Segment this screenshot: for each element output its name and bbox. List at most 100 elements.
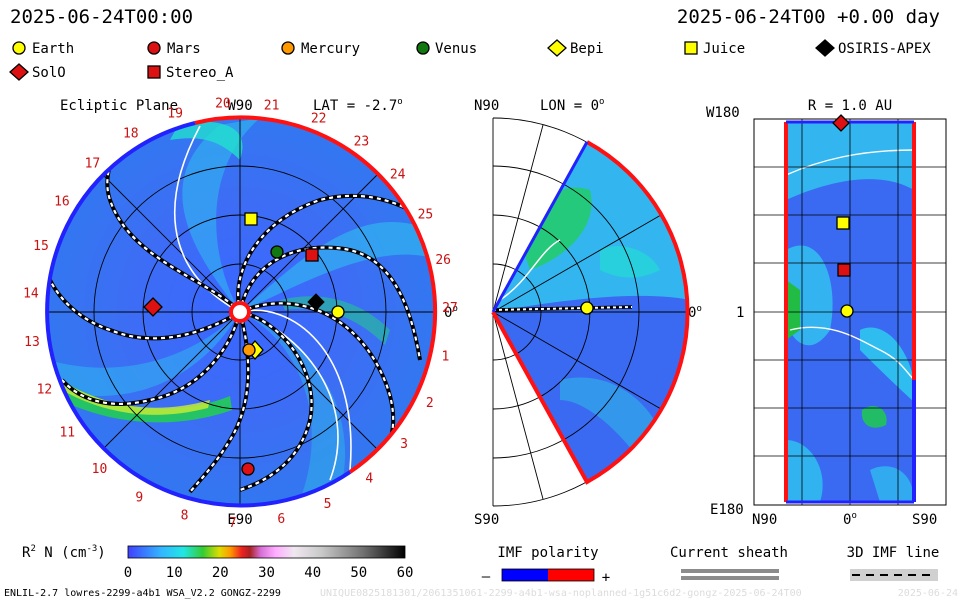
legend-bepi: Bepi	[547, 39, 604, 57]
radial-title: R = 1.0 AU	[808, 98, 892, 114]
colorbar-tick-label: 0	[124, 565, 132, 581]
carrington-tick-label: 1	[441, 350, 449, 365]
legend-stereo-a: Stereo_A	[147, 65, 234, 81]
stereo-a-marker-icon	[147, 65, 161, 79]
earth-marker-icon	[840, 304, 854, 318]
carrington-tick-label: 18	[123, 127, 139, 142]
legend-label: Stereo_A	[166, 65, 234, 81]
imf-line-legend: 3D IMF line	[847, 545, 940, 581]
current-sheath-legend: Current sheath	[670, 545, 788, 580]
ecliptic-rim-negative	[45, 121, 352, 508]
ecliptic-right-label: 0o	[444, 304, 458, 321]
carrington-tick-label: 27	[442, 301, 458, 316]
legend-label: Bepi	[570, 41, 604, 57]
colorbar-tick-label: 20	[212, 565, 229, 581]
carrington-tick-label: 26	[435, 253, 451, 268]
colorbar-tick-label: 30	[258, 565, 275, 581]
carrington-tick-label: 4	[365, 472, 373, 487]
imf-negative-swatch	[502, 569, 548, 581]
carrington-tick-label: 10	[92, 462, 108, 477]
ecliptic-top-label: W90	[227, 98, 252, 114]
carrington-tick-label: 24	[390, 167, 406, 182]
meridional-bottom-label: S90	[474, 512, 499, 528]
imf-line-title: 3D IMF line	[847, 545, 940, 561]
legend-juice: Juice	[684, 41, 745, 57]
carrington-tick-label: 15	[33, 239, 49, 254]
carrington-tick-label: 17	[85, 157, 101, 172]
legend-label: SolO	[32, 65, 66, 81]
carrington-tick-label: 14	[23, 287, 39, 302]
meridional-rim-positive	[491, 140, 690, 485]
colorbar-tick-label: 50	[350, 565, 367, 581]
imf-polarity-minus: –	[482, 569, 491, 585]
carrington-tick-label: 21	[264, 98, 280, 113]
imf-polarity-title: IMF polarity	[497, 545, 598, 561]
ecliptic-panel: Ecliptic Plane LAT = -2.7o W90 E90 0o	[23, 97, 458, 531]
sun-icon	[229, 301, 251, 323]
meridional-panel: N90 LON = 0o S90 0o	[474, 97, 702, 528]
juice-marker-icon	[244, 212, 258, 226]
radial-top-left: W180	[706, 105, 740, 121]
carrington-tick-label: 13	[24, 335, 40, 350]
carrington-tick-label: 5	[324, 497, 332, 512]
meridional-lon-label: LON = 0o	[540, 97, 604, 114]
colorbar-gradient	[127, 545, 406, 559]
ecliptic-title: Ecliptic Plane	[60, 98, 178, 114]
carrington-tick-label: 3	[400, 437, 408, 452]
imf-positive-swatch	[548, 569, 594, 581]
carrington-tick-label: 19	[167, 106, 183, 121]
legend-solo: SolO	[9, 63, 66, 81]
legend-label: Juice	[703, 41, 745, 57]
venus-marker-icon	[270, 245, 284, 259]
header-right-time: 2025-06-24T00 +0.00 day	[677, 6, 940, 28]
carrington-tick-label: 11	[59, 425, 75, 440]
legend-osiris-apex: OSIRIS-APEX	[815, 39, 931, 57]
earth-marker-icon	[580, 301, 594, 315]
stereo-a-marker-icon	[837, 263, 851, 277]
legend-label: Venus	[435, 41, 477, 57]
bepi-marker-icon	[547, 39, 567, 57]
carrington-tick-label: 12	[37, 382, 53, 397]
current-sheath-swatch	[681, 569, 779, 573]
legend-earth: Earth	[12, 41, 74, 57]
osiris-apex-marker-icon	[815, 39, 835, 57]
carrington-tick-label: 23	[354, 135, 370, 150]
venus-marker-icon	[416, 41, 430, 55]
ecliptic-lat-label: LAT = -2.7o	[313, 97, 403, 114]
footer-stamp: 2025-06-24	[898, 588, 958, 599]
meridional-rim-negative	[491, 141, 589, 313]
colorbar-tick-label: 60	[397, 565, 414, 581]
current-sheath-title: Current sheath	[670, 545, 788, 561]
ecliptic-rim-positive	[194, 115, 438, 474]
carrington-tick-label: 16	[54, 195, 70, 210]
legend-label: Mars	[167, 41, 201, 57]
footer-model: ENLIL-2.7 lowres-2299-a4b1 WSA_V2.2 GONG…	[4, 588, 281, 599]
colorbar-tick-label: 10	[166, 565, 183, 581]
radial-mid-left: 1	[736, 305, 744, 321]
mercury-marker-icon	[281, 41, 295, 55]
carrington-tick-label: 22	[311, 111, 327, 126]
legend-label: Mercury	[301, 41, 360, 57]
carrington-tick-label: 6	[277, 512, 285, 527]
ecliptic-bottom-label: E90	[227, 512, 252, 528]
density-colorbar: R2 N (cm-3) 0 10 20 30 40 50 60	[22, 544, 413, 581]
radial-x-left: N90	[752, 512, 777, 528]
mercury-marker-icon	[242, 343, 256, 357]
colorbar-label: R2 N (cm-3)	[22, 544, 106, 561]
legend-label: Earth	[32, 41, 74, 57]
carrington-tick-label: 7	[229, 516, 237, 531]
header-left-time: 2025-06-24T00:00	[10, 6, 193, 28]
legend-venus: Venus	[416, 41, 477, 57]
carrington-tick-label: 20	[215, 97, 231, 112]
stereo-a-marker-icon	[305, 248, 319, 262]
juice-marker-icon	[684, 41, 698, 55]
meridional-top-label: N90	[474, 98, 499, 114]
imf-polarity-legend: IMF polarity – +	[482, 545, 610, 586]
legend-label: OSIRIS-APEX	[838, 41, 931, 57]
carrington-tick-label: 2	[426, 396, 434, 411]
imf-polarity-plus: +	[602, 570, 610, 586]
radial-x-right: S90	[912, 512, 937, 528]
carrington-tick-label: 9	[135, 490, 143, 505]
